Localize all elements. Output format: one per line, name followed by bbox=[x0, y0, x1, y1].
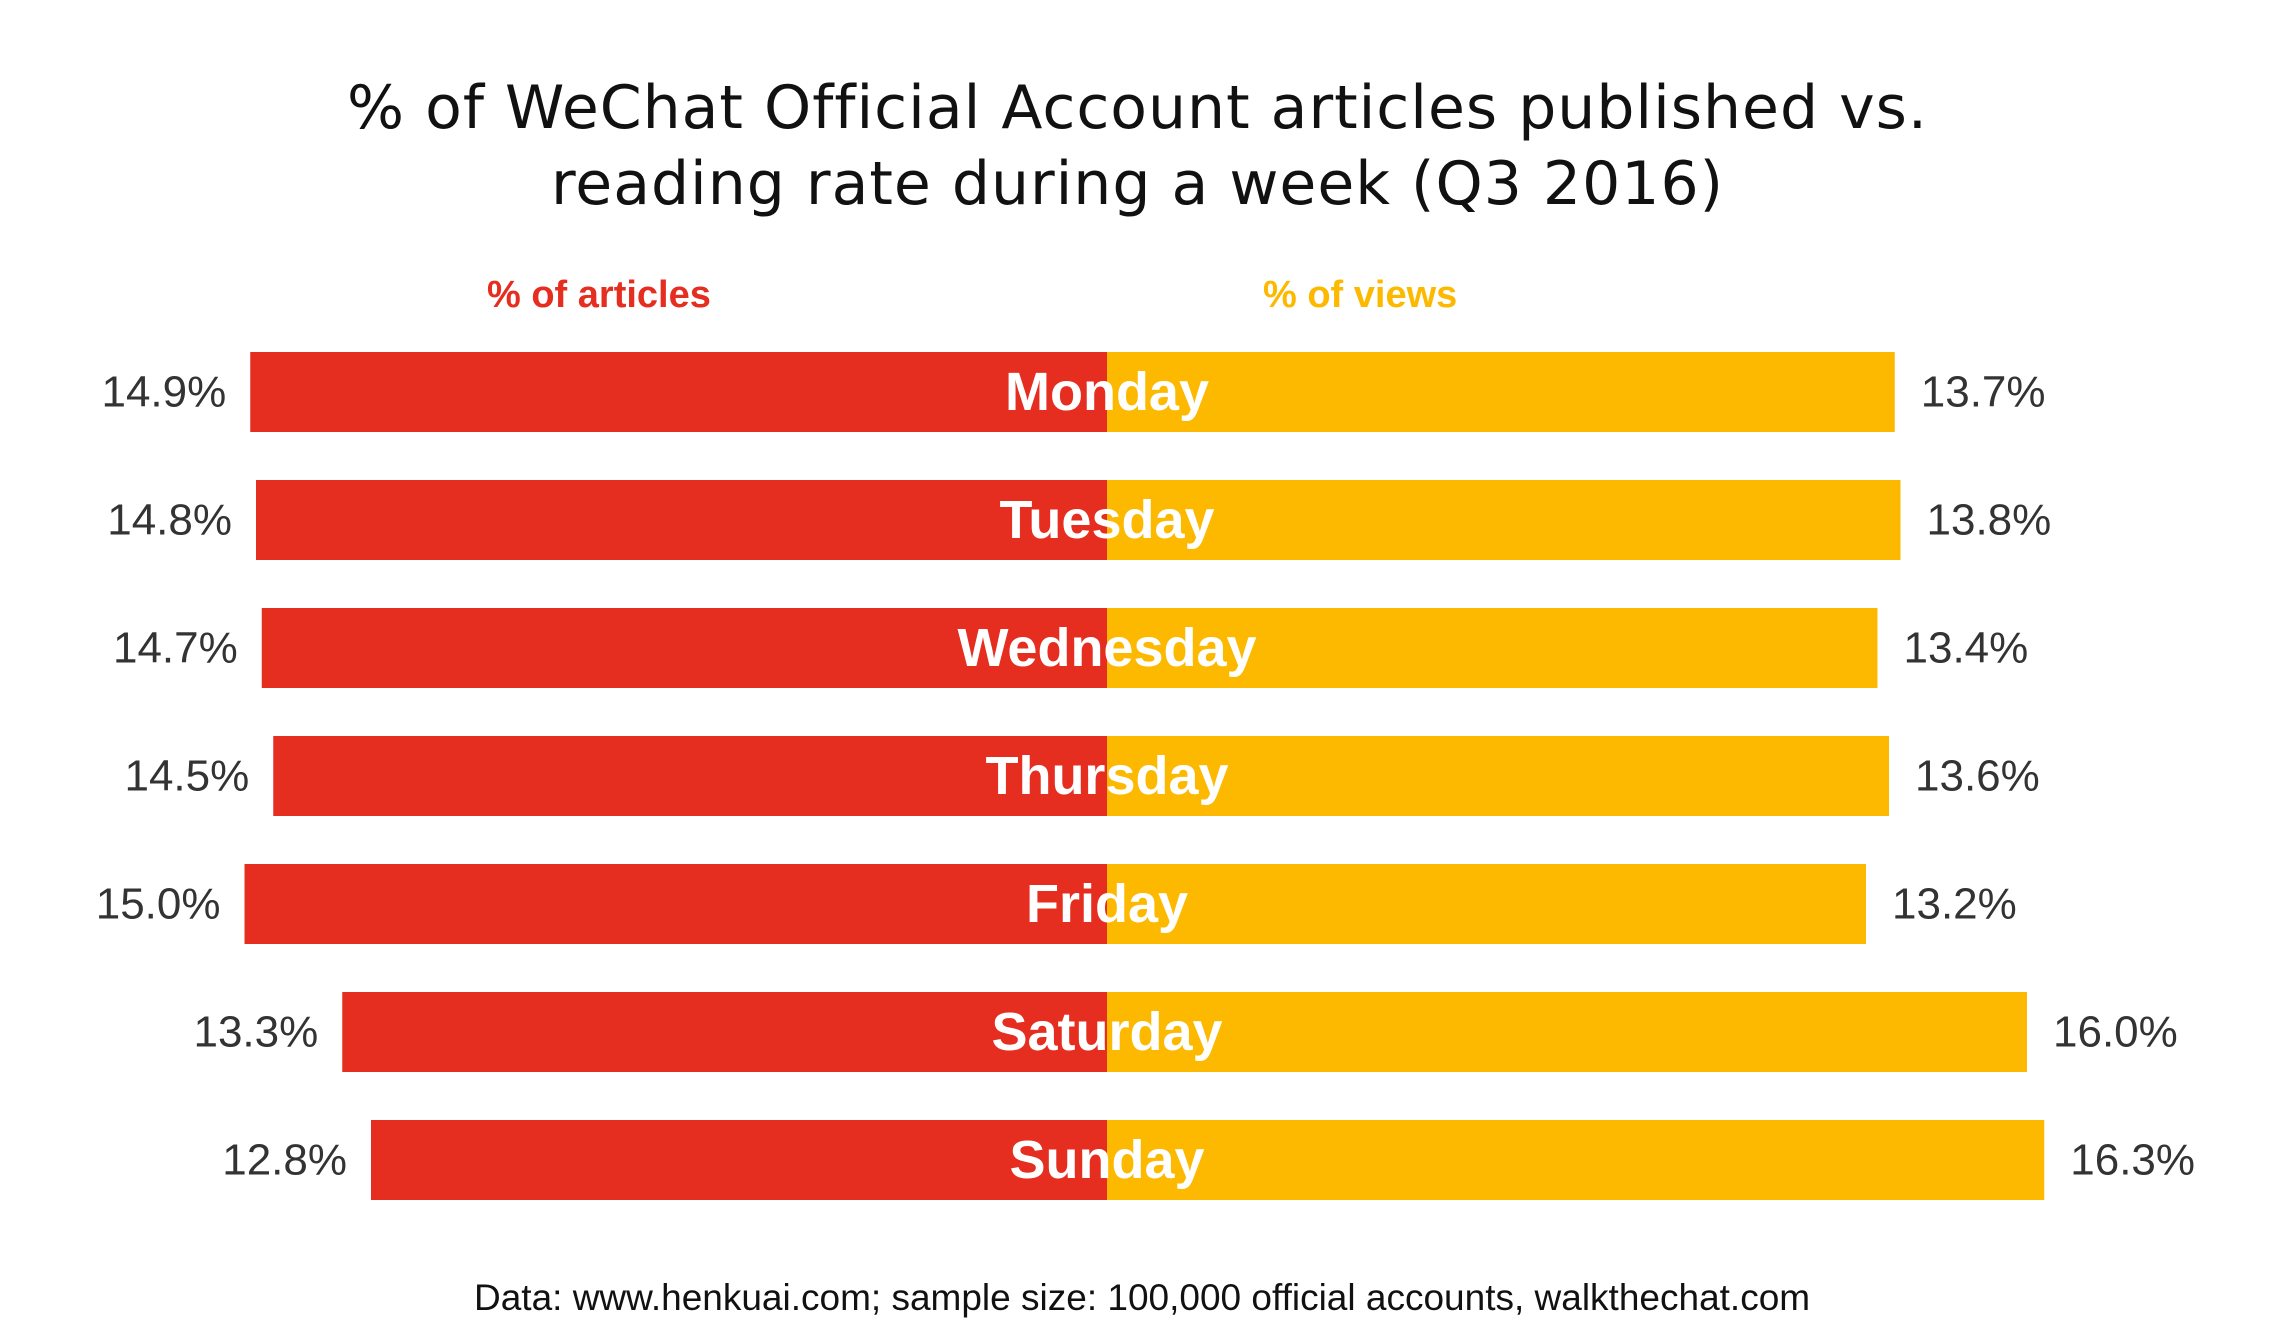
label-views-friday: 13.2% bbox=[1892, 880, 2017, 929]
bar-articles-saturday bbox=[342, 992, 1107, 1072]
category-label-thursday: Thursday bbox=[985, 746, 1228, 806]
label-articles-sunday: 12.8% bbox=[222, 1136, 347, 1185]
bar-views-wednesday bbox=[1107, 608, 1878, 688]
category-label-tuesday: Tuesday bbox=[999, 490, 1214, 550]
chart-title: % of WeChat Official Account articles pu… bbox=[0, 70, 2275, 222]
bar-articles-friday bbox=[244, 864, 1107, 944]
label-articles-saturday: 13.3% bbox=[193, 1008, 318, 1057]
category-label-sunday: Sunday bbox=[1009, 1130, 1204, 1190]
bar-views-sunday bbox=[1107, 1120, 2045, 1200]
bar-views-monday bbox=[1107, 352, 1895, 432]
label-articles-thursday: 14.5% bbox=[124, 752, 249, 801]
label-articles-tuesday: 14.8% bbox=[107, 496, 232, 545]
label-articles-wednesday: 14.7% bbox=[113, 624, 238, 673]
legend-articles: % of articles bbox=[487, 274, 711, 316]
bar-articles-sunday bbox=[371, 1120, 1107, 1200]
bar-articles-thursday bbox=[273, 736, 1107, 816]
chart-title-line-1: % of WeChat Official Account articles pu… bbox=[347, 73, 1928, 143]
source-footnote: Data: www.henkuai.com; sample size: 100,… bbox=[474, 1277, 1811, 1318]
bar-views-saturday bbox=[1107, 992, 2027, 1072]
bar-views-tuesday bbox=[1107, 480, 1901, 560]
bar-views-friday bbox=[1107, 864, 1866, 944]
label-views-saturday: 16.0% bbox=[2053, 1008, 2178, 1057]
bar-articles-wednesday bbox=[261, 608, 1107, 688]
label-views-sunday: 16.3% bbox=[2070, 1136, 2195, 1185]
legend-views: % of views bbox=[1263, 274, 1458, 316]
bar-views-thursday bbox=[1107, 736, 1889, 816]
label-articles-friday: 15.0% bbox=[96, 880, 221, 929]
category-label-friday: Friday bbox=[1026, 874, 1188, 934]
chart-title-line-2: reading rate during a week (Q3 2016) bbox=[550, 149, 1725, 219]
label-views-monday: 13.7% bbox=[1921, 368, 2046, 417]
bar-articles-tuesday bbox=[256, 480, 1107, 560]
label-views-wednesday: 13.4% bbox=[1904, 624, 2029, 673]
category-label-saturday: Saturday bbox=[991, 1002, 1222, 1062]
label-articles-monday: 14.9% bbox=[101, 368, 226, 417]
category-label-wednesday: Wednesday bbox=[957, 618, 1256, 678]
label-views-tuesday: 13.8% bbox=[1927, 496, 2052, 545]
category-label-monday: Monday bbox=[1005, 362, 1209, 422]
label-views-thursday: 13.6% bbox=[1915, 752, 2040, 801]
bar-articles-monday bbox=[250, 352, 1107, 432]
